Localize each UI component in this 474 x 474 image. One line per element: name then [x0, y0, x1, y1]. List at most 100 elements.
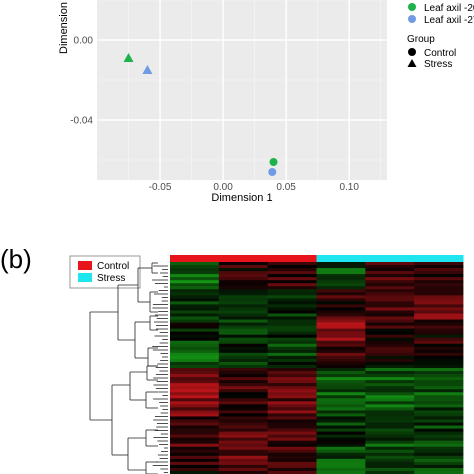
heatmap-cell [414, 462, 463, 465]
heatmap-cell [414, 453, 463, 456]
heatmap-cell [317, 456, 366, 459]
heatmap-cell [170, 286, 219, 289]
heatmap-cell [219, 447, 268, 450]
panel-label-b: (b) [0, 244, 32, 274]
x-tick-label: 0.05 [276, 182, 296, 193]
heatmap-cell [219, 380, 268, 383]
heatmap-cell [317, 265, 366, 268]
heatmap-cell [414, 371, 463, 374]
heatmap-cell [414, 432, 463, 435]
heatmap-cell [414, 280, 463, 283]
heatmap-cell [365, 368, 414, 371]
heatmap-cell [268, 468, 317, 471]
heatmap-cell [317, 368, 366, 371]
heatmap-cell [170, 265, 219, 268]
heatmap-cell [317, 289, 366, 292]
heatmap-cell [170, 453, 219, 456]
heatmap-cell [268, 271, 317, 274]
heatmap-cell [365, 377, 414, 380]
heatmap-cell [414, 347, 463, 350]
heatmap-cell [219, 323, 268, 326]
heatmap-cell [268, 341, 317, 344]
heatmap-cell [219, 356, 268, 359]
heatmap-cell [414, 435, 463, 438]
heatmap-cell [317, 274, 366, 277]
heatmap-cell [414, 313, 463, 316]
heatmap-cell [414, 380, 463, 383]
heatmap-cell [170, 280, 219, 283]
heatmap-cell [414, 389, 463, 392]
heatmap-cell [414, 335, 463, 338]
heatmap-cell [268, 407, 317, 410]
heatmap-cell [268, 320, 317, 323]
heatmap-cell [268, 310, 317, 313]
heatmap-cell [268, 413, 317, 416]
heatmap-cell [219, 268, 268, 271]
heatmap-cell [268, 313, 317, 316]
heatmap-cell [317, 335, 366, 338]
heatmap-cell [268, 450, 317, 453]
heatmap-cell [268, 280, 317, 283]
heatmap-cell [365, 404, 414, 407]
heatmap-cell [317, 304, 366, 307]
heatmap-cell [268, 462, 317, 465]
heatmap-cells [170, 262, 463, 474]
heatmap-cell [268, 444, 317, 447]
heatmap-cell [219, 383, 268, 386]
heatmap-cell [170, 413, 219, 416]
heatmap-cell [414, 456, 463, 459]
heatmap-cell [268, 419, 317, 422]
heatmap-cell [170, 386, 219, 389]
heatmap-cell [317, 362, 366, 365]
legend-swatch-control [78, 261, 92, 270]
legend-label-leaf-axil-20: Leaf axil -20 [424, 3, 474, 14]
heatmap-cell [219, 292, 268, 295]
heatmap-cell [219, 423, 268, 426]
heatmap-cell [170, 295, 219, 298]
heatmap-cell [317, 295, 366, 298]
heatmap-cell [414, 307, 463, 310]
heatmap-cell [414, 295, 463, 298]
heatmap-cell [219, 374, 268, 377]
heatmap-cell [268, 265, 317, 268]
heatmap-cell [414, 268, 463, 271]
heatmap-cell [317, 438, 366, 441]
heatmap-cell [170, 274, 219, 277]
heatmap-cell [317, 356, 366, 359]
heatmap-cell [219, 329, 268, 332]
heatmap-cell [170, 419, 219, 422]
heatmap-cell [317, 416, 366, 419]
heatmap-cell [170, 392, 219, 395]
heatmap-cell [268, 410, 317, 413]
heatmap-cell [365, 298, 414, 301]
heatmap-cell [414, 356, 463, 359]
heatmap-cell [170, 292, 219, 295]
heatmap-cell [414, 401, 463, 404]
heatmap-cell [219, 419, 268, 422]
heatmap-cell [219, 353, 268, 356]
heatmap-cell [170, 438, 219, 441]
heatmap-cell [219, 450, 268, 453]
heatmap-cell [365, 344, 414, 347]
heatmap-cell [268, 295, 317, 298]
heatmap-cell [317, 292, 366, 295]
heatmap-cell [219, 404, 268, 407]
heatmap-cell [268, 359, 317, 362]
legend-triangle-icon [408, 59, 417, 67]
heatmap-cell [317, 462, 366, 465]
y-tick-label: -0.04 [70, 116, 93, 127]
column-group-bar [170, 255, 464, 262]
heatmap-cell [414, 320, 463, 323]
heatmap-cell [170, 329, 219, 332]
heatmap-cell [317, 404, 366, 407]
heatmap-cell [219, 265, 268, 268]
heatmap-cell [268, 416, 317, 419]
heatmap-cell [365, 389, 414, 392]
heatmap-cell [268, 371, 317, 374]
heatmap-cell [268, 350, 317, 353]
heatmap-cell [219, 317, 268, 320]
heatmap-cell [170, 447, 219, 450]
heatmap-cell [170, 320, 219, 323]
heatmap-cell [317, 347, 366, 350]
